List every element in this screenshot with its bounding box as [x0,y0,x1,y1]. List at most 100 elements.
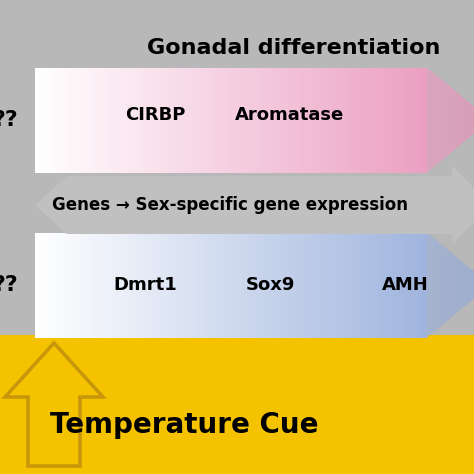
Polygon shape [341,233,342,337]
Polygon shape [44,233,46,337]
Polygon shape [194,67,196,173]
Polygon shape [118,67,120,173]
Polygon shape [167,67,168,173]
Polygon shape [173,67,175,173]
Polygon shape [356,233,358,337]
Polygon shape [200,233,201,337]
Polygon shape [158,233,159,337]
Polygon shape [303,233,304,337]
Polygon shape [423,233,424,337]
Polygon shape [210,233,211,337]
Polygon shape [289,67,290,173]
Polygon shape [89,67,90,173]
Polygon shape [123,67,124,173]
Polygon shape [405,233,406,337]
Polygon shape [136,233,137,337]
Polygon shape [153,67,154,173]
Polygon shape [132,67,133,173]
Polygon shape [179,67,180,173]
Polygon shape [402,67,403,173]
Polygon shape [321,67,322,173]
Polygon shape [328,233,329,337]
Polygon shape [339,67,341,173]
Polygon shape [392,67,393,173]
Polygon shape [261,67,263,173]
Polygon shape [370,67,371,173]
Polygon shape [206,67,208,173]
Polygon shape [56,233,57,337]
Polygon shape [407,233,409,337]
Polygon shape [251,233,252,337]
Polygon shape [163,233,164,337]
Polygon shape [251,67,252,173]
Polygon shape [358,233,359,337]
Polygon shape [334,67,336,173]
Polygon shape [61,233,63,337]
Polygon shape [261,233,263,337]
Polygon shape [75,67,77,173]
Polygon shape [60,67,61,173]
Polygon shape [400,233,401,337]
Polygon shape [213,67,214,173]
Polygon shape [89,233,90,337]
Polygon shape [82,67,83,173]
Polygon shape [272,233,273,337]
Polygon shape [348,233,350,337]
Polygon shape [232,67,234,173]
Polygon shape [127,233,128,337]
Polygon shape [218,233,219,337]
Polygon shape [134,67,136,173]
Polygon shape [368,67,370,173]
Polygon shape [418,67,419,173]
Polygon shape [185,67,187,173]
Polygon shape [201,233,202,337]
Polygon shape [239,233,240,337]
Polygon shape [248,67,249,173]
Polygon shape [137,67,138,173]
Polygon shape [142,233,144,337]
Polygon shape [301,67,303,173]
Polygon shape [228,67,230,173]
Polygon shape [252,67,253,173]
Polygon shape [125,233,127,337]
Polygon shape [418,233,419,337]
Text: ??: ?? [0,275,18,295]
Polygon shape [176,233,177,337]
Polygon shape [313,233,315,337]
Polygon shape [83,67,85,173]
Polygon shape [196,67,197,173]
Polygon shape [260,67,261,173]
Polygon shape [215,233,217,337]
Polygon shape [389,67,391,173]
Polygon shape [128,233,129,337]
Polygon shape [291,67,292,173]
Polygon shape [380,233,381,337]
Polygon shape [112,67,113,173]
Polygon shape [202,67,203,173]
Polygon shape [121,67,123,173]
Polygon shape [253,233,255,337]
Polygon shape [95,233,96,337]
Polygon shape [342,67,343,173]
Polygon shape [172,233,173,337]
Polygon shape [55,67,56,173]
Polygon shape [303,67,304,173]
Polygon shape [278,233,279,337]
Polygon shape [101,67,103,173]
Polygon shape [281,233,282,337]
Polygon shape [111,233,112,337]
Polygon shape [268,67,269,173]
Polygon shape [217,67,218,173]
Polygon shape [171,233,172,337]
Polygon shape [338,233,339,337]
Polygon shape [60,233,61,337]
Polygon shape [237,233,239,337]
Polygon shape [182,233,184,337]
Polygon shape [367,233,368,337]
Polygon shape [355,233,356,337]
Polygon shape [417,233,418,337]
Polygon shape [414,67,415,173]
Polygon shape [350,67,351,173]
Polygon shape [74,67,75,173]
Polygon shape [325,233,327,337]
